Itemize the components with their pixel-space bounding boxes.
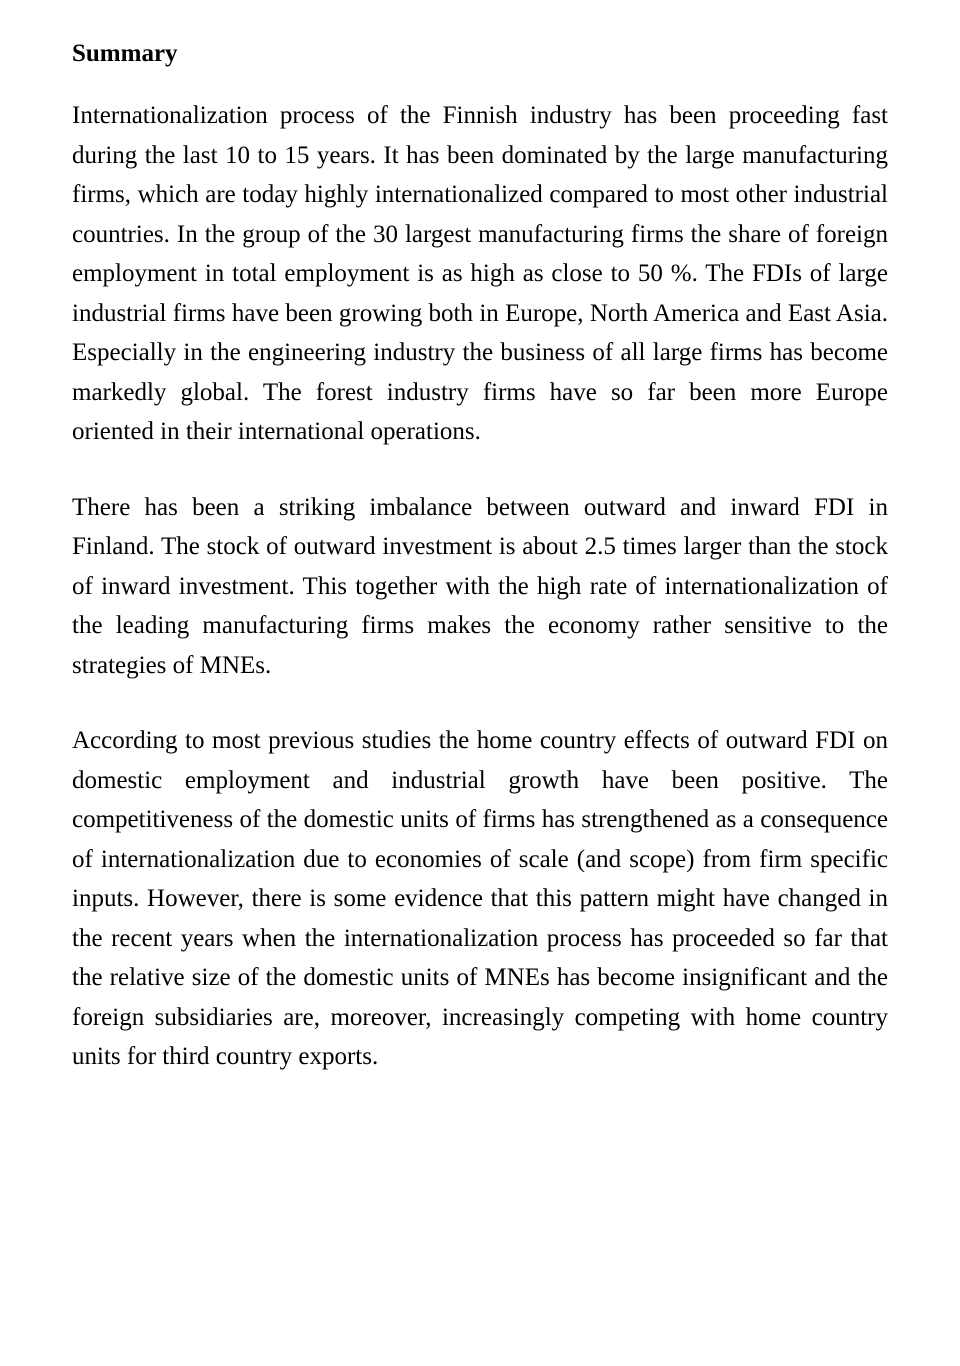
paragraph-2: There has been a striking imbalance betw… — [72, 488, 888, 686]
paragraph-1: Internationalization process of the Finn… — [72, 96, 888, 452]
summary-heading: Summary — [72, 40, 888, 68]
paragraph-3: According to most previous studies the h… — [72, 721, 888, 1077]
